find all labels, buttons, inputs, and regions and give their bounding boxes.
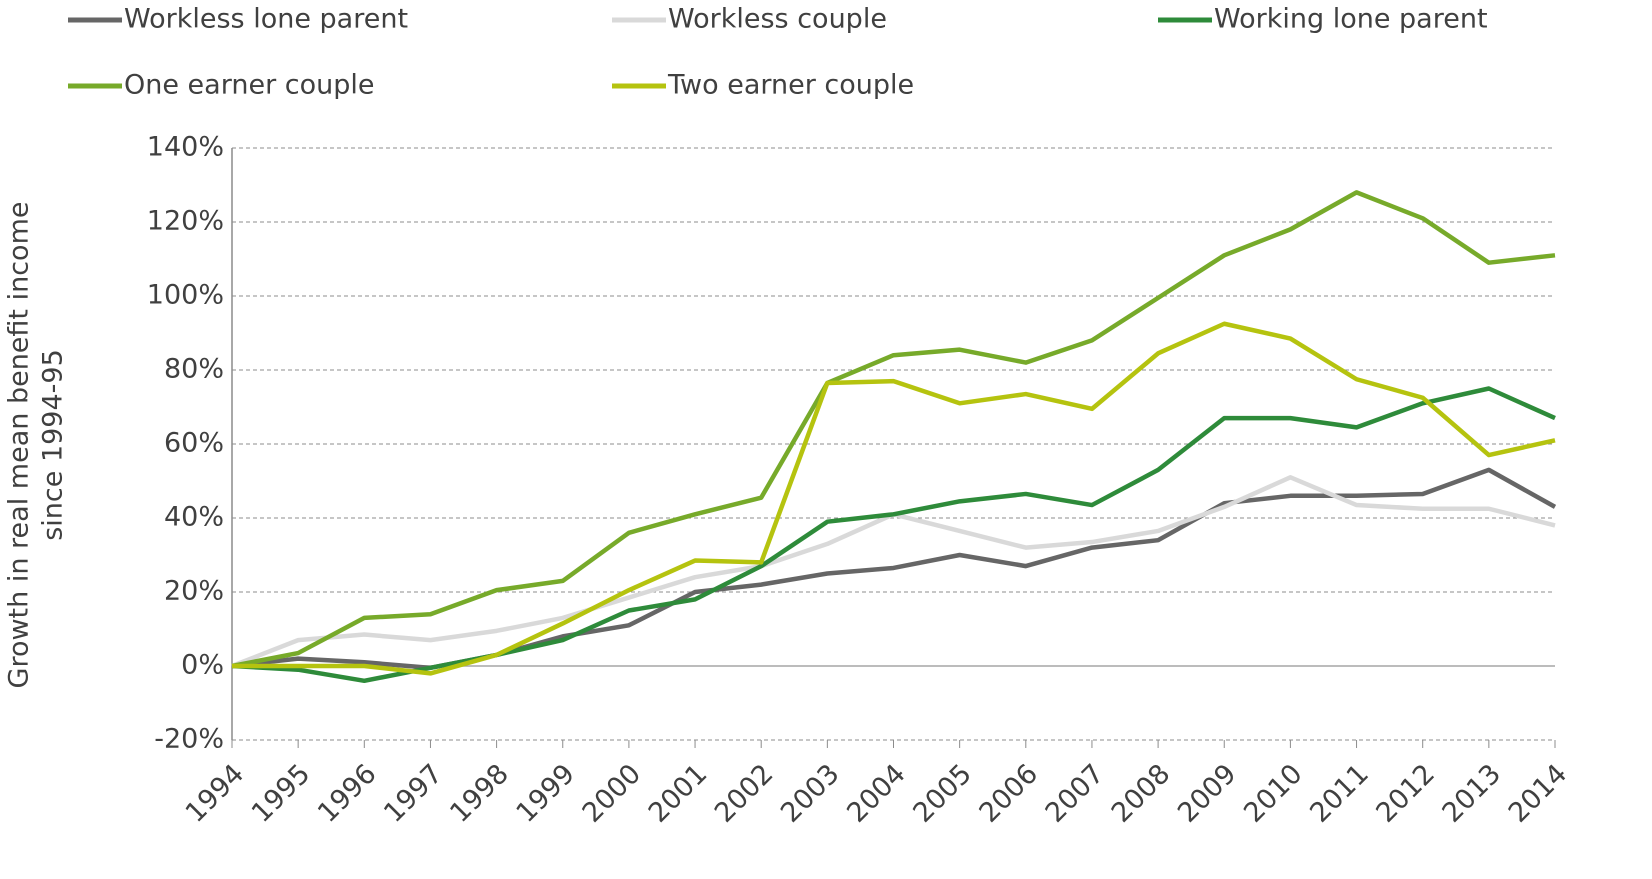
y-tick-label: -20% [154, 724, 224, 755]
series-line [231, 190, 1556, 669]
x-tick-label: 2011 [1304, 758, 1375, 829]
legend-label: One earner couple [124, 70, 374, 101]
x-tick-label: 2001 [643, 758, 714, 829]
y-tick-label: 40% [164, 502, 224, 533]
y-tick-label: 20% [164, 576, 224, 607]
legend-label: Two earner couple [667, 70, 914, 101]
y-tick-label: 140% [147, 132, 224, 163]
x-tick-label: 2005 [907, 758, 978, 829]
x-tick-label: 1994 [180, 758, 251, 829]
x-tick-label: 2003 [775, 758, 846, 829]
series-line [232, 321, 1556, 676]
x-tick-label: 2007 [1040, 758, 1111, 829]
x-tick-label: 2009 [1172, 758, 1243, 829]
legend-label: Workless lone parent [124, 4, 408, 35]
series-line [231, 386, 1556, 684]
x-tick-label: 2013 [1437, 758, 1508, 829]
x-tick-label: 2004 [841, 758, 912, 829]
x-tick-label: 2010 [1238, 758, 1309, 829]
x-tick-label: 1999 [510, 758, 581, 829]
x-tick-label: 2006 [974, 758, 1045, 829]
x-tick-label: 2012 [1370, 758, 1441, 829]
y-tick-label: 100% [147, 280, 224, 311]
legend-label: Workless couple [668, 4, 887, 35]
y-tick-label: 120% [147, 206, 224, 237]
x-tick-label: 2002 [709, 758, 780, 829]
x-tick-label: 1996 [312, 758, 383, 829]
x-tick-label: 1995 [246, 758, 317, 829]
y-tick-label: 80% [164, 354, 224, 385]
x-tick-label: 1997 [378, 758, 449, 829]
x-tick-label: 2014 [1503, 758, 1574, 829]
series-line [231, 475, 1556, 669]
y-axis-title: since 1994-95 [38, 349, 69, 541]
x-tick-label: 2000 [577, 758, 648, 829]
y-axis-title: Growth in real mean benefit income [4, 202, 35, 689]
y-tick-label: 60% [164, 428, 224, 459]
y-tick-label: 0% [181, 650, 224, 681]
legend-label: Working lone parent [1214, 4, 1488, 35]
x-tick-label: 1998 [444, 758, 515, 829]
x-tick-label: 2008 [1106, 758, 1177, 829]
